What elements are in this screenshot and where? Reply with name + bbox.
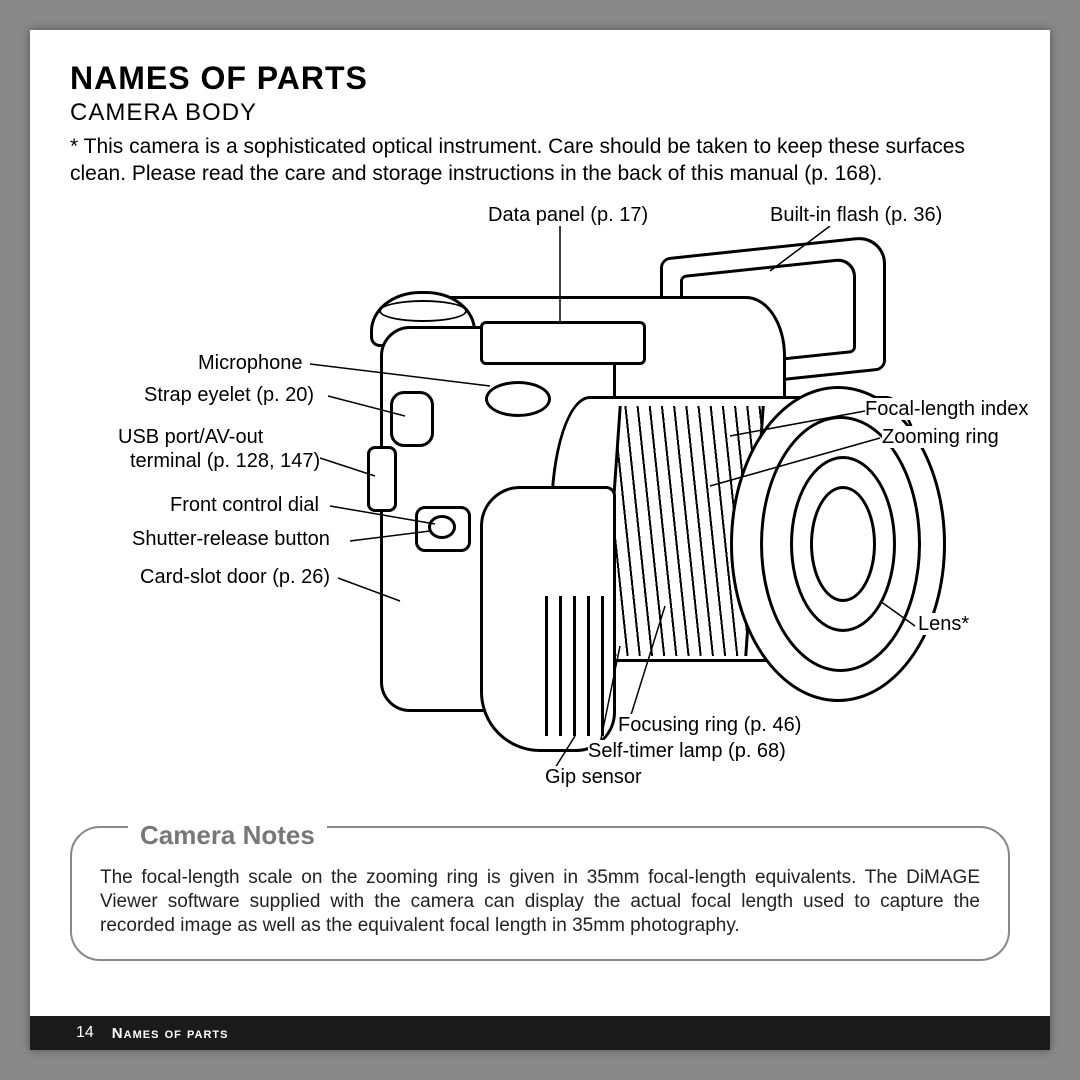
label-shutter: Shutter-release button [132, 528, 330, 551]
label-microphone: Microphone [198, 352, 303, 375]
camera-notes-title: Camera Notes [128, 820, 327, 851]
label-strap-eyelet: Strap eyelet (p. 20) [144, 384, 314, 407]
label-focal-index: Focal-length index [865, 398, 1028, 421]
label-builtin-flash: Built-in flash (p. 36) [770, 204, 942, 227]
label-focus-ring: Focusing ring (p. 46) [618, 714, 801, 737]
label-self-timer: Self-timer lamp (p. 68) [588, 740, 786, 763]
label-lens: Lens* [918, 613, 969, 636]
label-usb-2: terminal (p. 128, 147) [130, 450, 320, 473]
label-usb-1: USB port/AV-out [118, 426, 263, 449]
footer-section-name: Names of parts [112, 1025, 229, 1042]
page-subheading: CAMERA BODY [70, 99, 1010, 127]
label-data-panel: Data panel (p. 17) [488, 204, 648, 227]
intro-text: * This camera is a sophisticated optical… [70, 133, 1010, 188]
label-zoom-ring: Zooming ring [882, 426, 999, 449]
label-gip-sensor: Gip sensor [545, 766, 642, 789]
footer-page-number: 14 [76, 1024, 94, 1042]
camera-notes-box: The focal-length scale on the zooming ri… [70, 826, 1010, 961]
page-footer: 14 Names of parts [30, 1016, 1050, 1050]
manual-page: NAMES OF PARTS CAMERA BODY * This camera… [30, 30, 1050, 1050]
page-heading: NAMES OF PARTS [70, 60, 1010, 97]
camera-diagram: Data panel (p. 17) Built-in flash (p. 36… [70, 206, 1010, 816]
label-card-slot: Card-slot door (p. 26) [140, 566, 330, 589]
label-front-dial: Front control dial [170, 494, 319, 517]
